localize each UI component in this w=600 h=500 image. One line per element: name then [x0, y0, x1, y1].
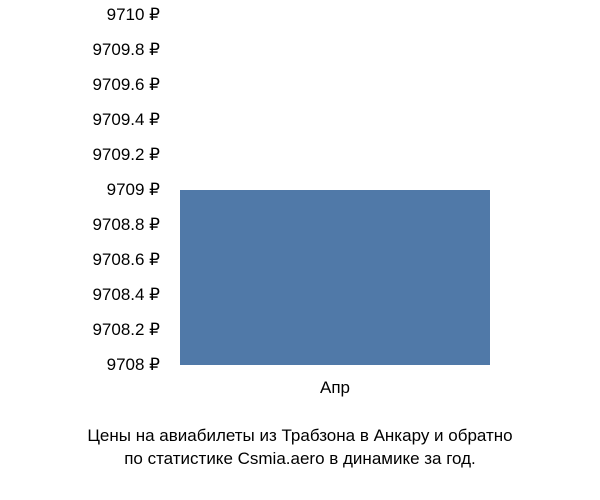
y-tick: 9709.4 ₽ [92, 110, 160, 130]
chart-caption: Цены на авиабилеты из Трабзона в Анкару … [0, 425, 600, 471]
x-axis-label: Апр [320, 378, 350, 398]
y-tick: 9708 ₽ [107, 355, 160, 375]
y-tick: 9710 ₽ [107, 5, 160, 25]
y-tick: 9708.8 ₽ [92, 215, 160, 235]
y-axis: 9710 ₽ 9709.8 ₽ 9709.6 ₽ 9709.4 ₽ 9709.2… [60, 10, 160, 380]
y-tick: 9708.2 ₽ [92, 320, 160, 340]
y-tick: 9708.6 ₽ [92, 250, 160, 270]
y-tick: 9709.2 ₽ [92, 145, 160, 165]
bar-apr [180, 190, 490, 365]
y-tick: 9709 ₽ [107, 180, 160, 200]
y-tick: 9709.6 ₽ [92, 75, 160, 95]
caption-line1: Цены на авиабилеты из Трабзона в Анкару … [0, 425, 600, 448]
y-tick: 9709.8 ₽ [92, 40, 160, 60]
caption-line2: по статистике Csmia.aero в динамике за г… [0, 448, 600, 471]
y-tick: 9708.4 ₽ [92, 285, 160, 305]
plot-area [170, 15, 570, 365]
chart-container: 9710 ₽ 9709.8 ₽ 9709.6 ₽ 9709.4 ₽ 9709.2… [0, 10, 600, 410]
